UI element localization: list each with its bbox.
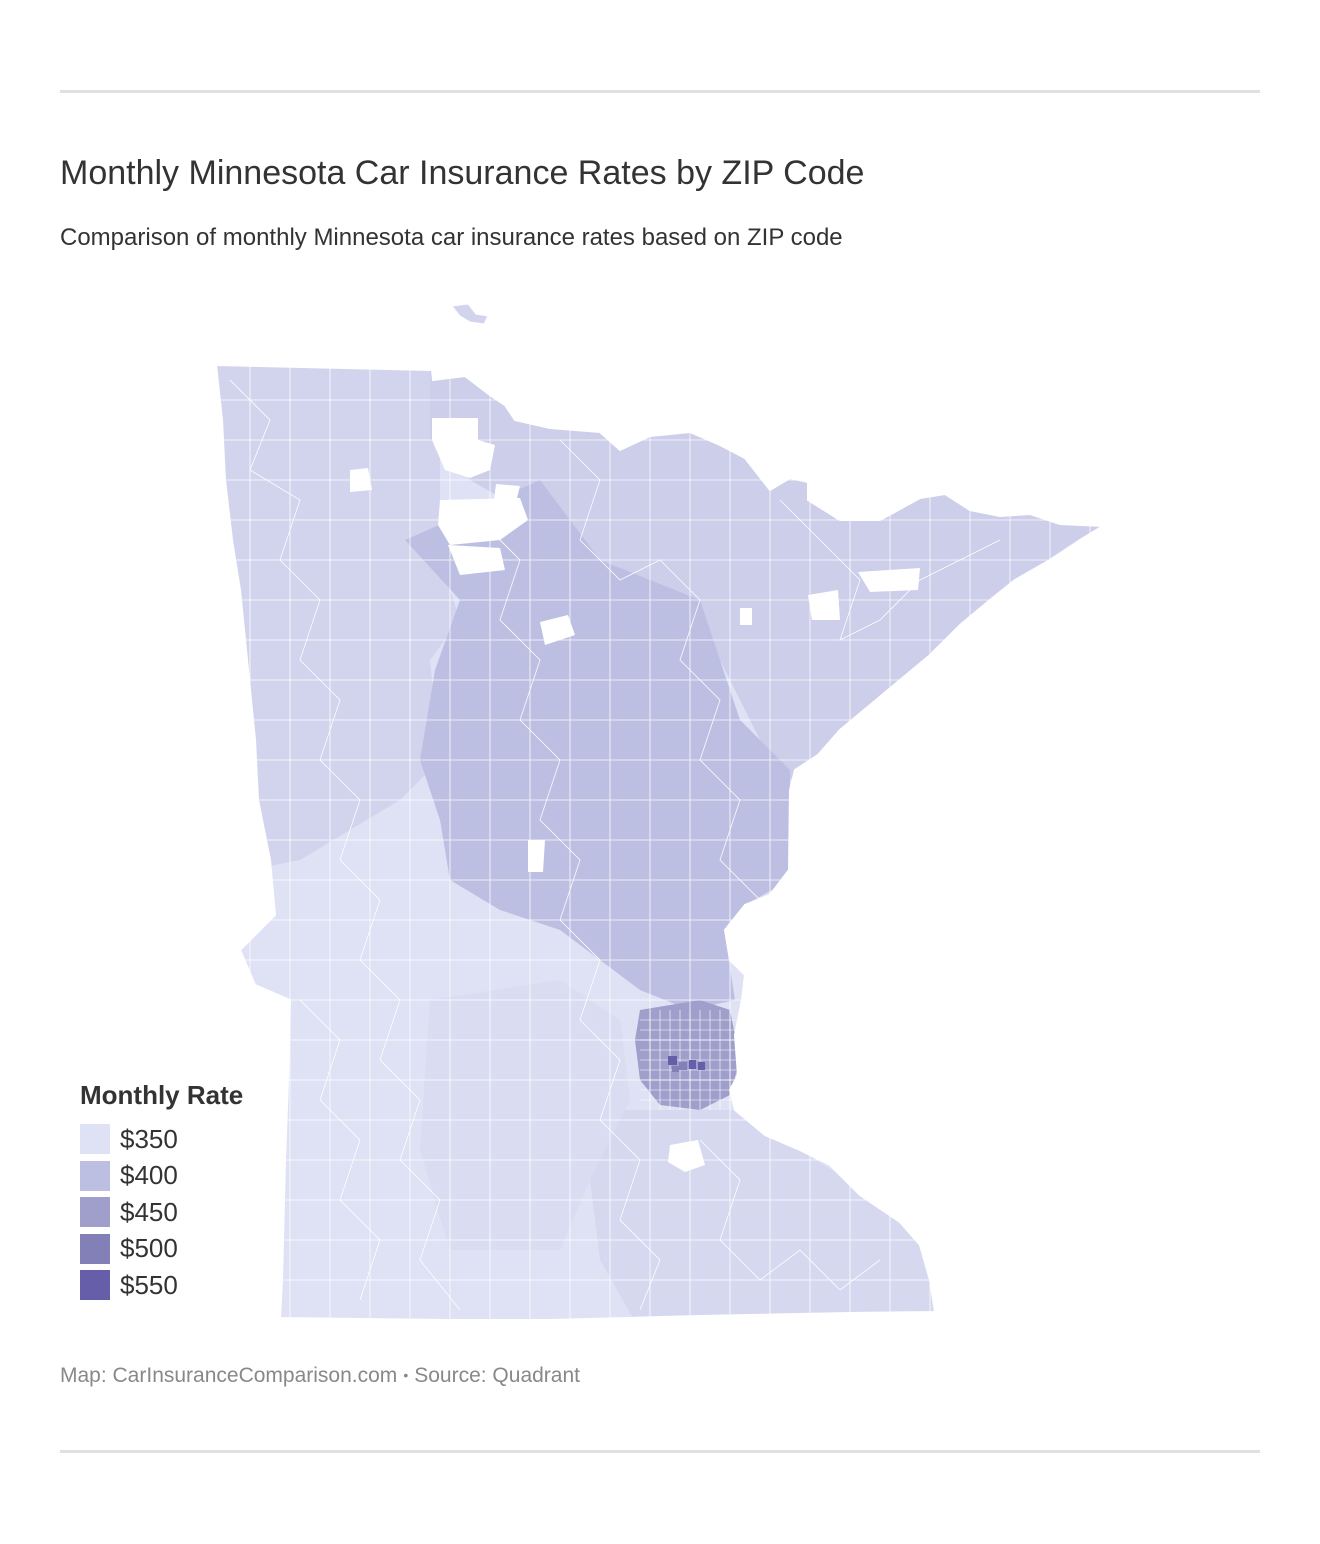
legend-item-350: $350 [80, 1121, 243, 1158]
legend-swatch [80, 1270, 110, 1301]
northwest-angle [451, 303, 489, 325]
legend-swatch [80, 1233, 110, 1264]
legend-label: $550 [120, 1269, 178, 1300]
legend-label: $450 [120, 1196, 178, 1227]
legend-item-500: $500 [80, 1231, 243, 1268]
map-title: Monthly Minnesota Car Insurance Rates by… [60, 154, 865, 192]
map-credit: Map: CarInsuranceComparison.com [60, 1364, 398, 1387]
zip-boundaries [216, 365, 1103, 1320]
region-central [405, 480, 790, 1010]
legend-swatch [80, 1160, 110, 1191]
top-divider [60, 90, 1260, 93]
legend-label: $500 [120, 1233, 178, 1264]
source-credit: Source: Quadrant [414, 1364, 580, 1387]
legend-swatch [80, 1124, 110, 1155]
separator-dot: • [403, 1367, 409, 1383]
legend-swatch [80, 1197, 110, 1228]
legend-item-400: $400 [80, 1158, 243, 1195]
region-metro [635, 1000, 740, 1110]
map-subtitle: Comparison of monthly Minnesota car insu… [60, 224, 843, 251]
legend-label: $400 [120, 1160, 178, 1191]
legend-item-450: $450 [80, 1194, 243, 1231]
legend: Monthly Rate $350 $400 $450 $500 $550 [80, 1080, 243, 1304]
lakes [350, 418, 920, 1172]
choropleth-map [215, 303, 1104, 1321]
legend-label: $350 [120, 1123, 178, 1154]
metro-core [668, 1056, 705, 1072]
region-southcentral [420, 980, 630, 1250]
legend-title: Monthly Rate [80, 1080, 244, 1110]
legend-item-550: $550 [80, 1267, 243, 1304]
bottom-divider [60, 1450, 1260, 1453]
region-southeast [590, 1110, 940, 1320]
footer-credits: Map: CarInsuranceComparison.com • Source: … [60, 1364, 580, 1388]
